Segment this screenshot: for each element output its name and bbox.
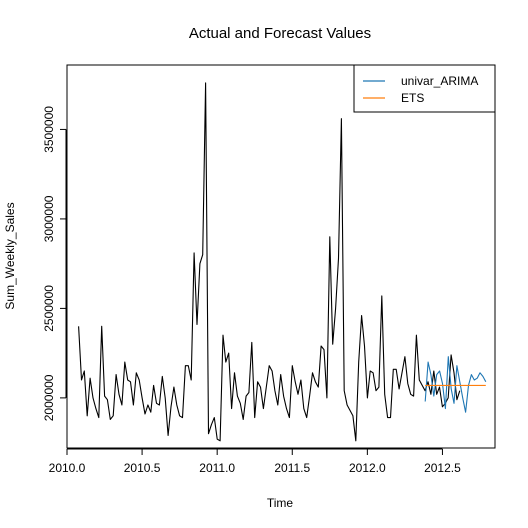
x-tick-label: 2011.5	[274, 461, 310, 475]
series-line-univar-arima	[424, 356, 487, 413]
x-tick-label: 2010.5	[124, 461, 161, 475]
x-tick-label: 2012.0	[349, 461, 386, 475]
x-tick-label: 2010.0	[49, 461, 86, 475]
y-axis: 2000000 2500000 3000000 3500000	[42, 106, 67, 421]
chart-title: Actual and Forecast Values	[189, 25, 371, 42]
y-tick-label: 2500000	[42, 285, 56, 332]
y-tick-label: 2000000	[42, 374, 56, 421]
legend-label: ETS	[401, 91, 424, 105]
legend-label: univar_ARIMA	[401, 74, 478, 88]
x-axis: 2010.0 2010.5 2011.0 2011.5 2012.0 2012.5	[49, 448, 461, 475]
plot-frame	[66, 64, 496, 449]
x-tick-label: 2012.5	[424, 461, 461, 475]
series-layer	[78, 82, 487, 442]
series-line-actual	[78, 82, 461, 442]
legend: univar_ARIMA ETS	[353, 64, 496, 113]
y-tick-label: 3000000	[42, 195, 56, 242]
y-tick-label: 3500000	[42, 106, 56, 153]
x-axis-label: Time	[267, 496, 294, 510]
x-tick-label: 2011.0	[199, 461, 235, 475]
legend-box	[353, 64, 496, 113]
y-axis-label: Sum_Weekly_Sales	[3, 202, 17, 309]
